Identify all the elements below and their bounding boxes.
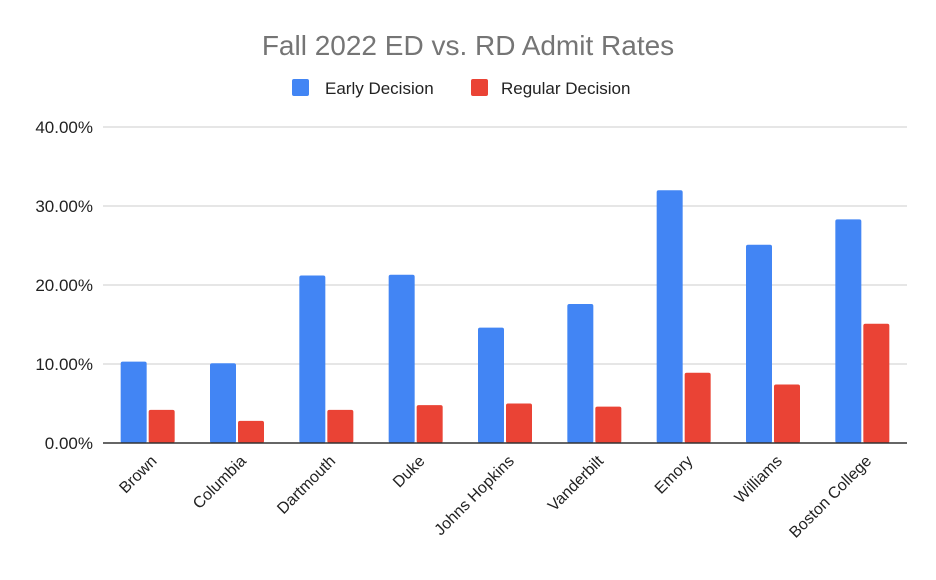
bar-early-decision-dartmouth bbox=[299, 275, 326, 443]
bar-early-decision-boston-college bbox=[835, 219, 862, 443]
x-tick-label: Williams bbox=[732, 453, 786, 507]
x-tick-label: Boston College bbox=[786, 453, 875, 542]
x-tick-label: Johns Hopkins bbox=[432, 453, 518, 539]
x-tick-label: Brown bbox=[116, 453, 160, 497]
bar-early-decision-johns-hopkins bbox=[478, 327, 504, 443]
y-tick-label: 40.00% bbox=[35, 118, 93, 137]
bar-early-decision-columbia bbox=[210, 363, 236, 443]
bar-regular-decision-johns-hopkins bbox=[506, 403, 532, 443]
bar-early-decision-emory bbox=[656, 190, 683, 443]
bar-regular-decision-vanderbilt bbox=[595, 406, 622, 443]
bar-regular-decision-brown bbox=[148, 409, 175, 443]
y-tick-label: 0.00% bbox=[45, 434, 93, 453]
x-tick-label: Emory bbox=[652, 453, 697, 498]
y-axis-ticks: 0.00% 10.00% 20.00% 30.00% 40.00% bbox=[35, 118, 93, 453]
bar-early-decision-vanderbilt bbox=[567, 303, 594, 443]
bar-regular-decision-dartmouth bbox=[327, 409, 354, 443]
bar-early-decision-duke bbox=[388, 274, 415, 443]
bars bbox=[120, 190, 890, 443]
bar-regular-decision-williams bbox=[774, 384, 800, 443]
legend-swatch-regular-decision bbox=[471, 79, 488, 96]
x-tick-label: Duke bbox=[390, 453, 429, 492]
bar-regular-decision-columbia bbox=[238, 420, 264, 443]
legend-swatch-early-decision bbox=[292, 79, 309, 96]
bar-early-decision-williams bbox=[746, 244, 772, 443]
x-axis-ticks: Brown Columbia Dartmouth Duke Johns Hopkins V… bbox=[116, 452, 875, 541]
bar-regular-decision-duke bbox=[416, 405, 443, 443]
bar-regular-decision-emory bbox=[684, 372, 711, 443]
chart-title: Fall 2022 ED vs. RD Admit Rates bbox=[262, 30, 674, 61]
legend: Early Decision Regular Decision bbox=[292, 79, 630, 98]
x-tick-label: Columbia bbox=[190, 453, 250, 513]
x-tick-label: Vanderbilt bbox=[545, 452, 608, 515]
y-tick-label: 20.00% bbox=[35, 276, 93, 295]
legend-label-early-decision: Early Decision bbox=[325, 79, 434, 98]
x-tick-label: Dartmouth bbox=[274, 453, 339, 518]
bar-early-decision-brown bbox=[120, 361, 147, 443]
y-tick-label: 10.00% bbox=[35, 355, 93, 374]
legend-label-regular-decision: Regular Decision bbox=[501, 79, 630, 98]
bar-regular-decision-boston-college bbox=[863, 323, 890, 443]
gridlines bbox=[103, 126, 907, 365]
y-tick-label: 30.00% bbox=[35, 197, 93, 216]
